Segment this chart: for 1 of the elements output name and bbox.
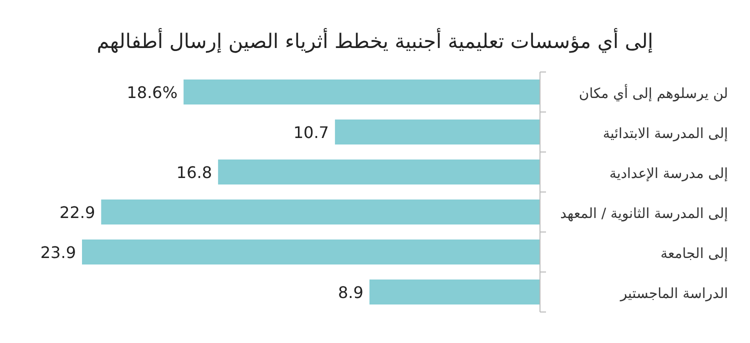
title: إلى أي مؤسسات تعليمية أجنبية يخطط أثرياء الصين إرسال أطفالهم: [96, 29, 654, 53]
